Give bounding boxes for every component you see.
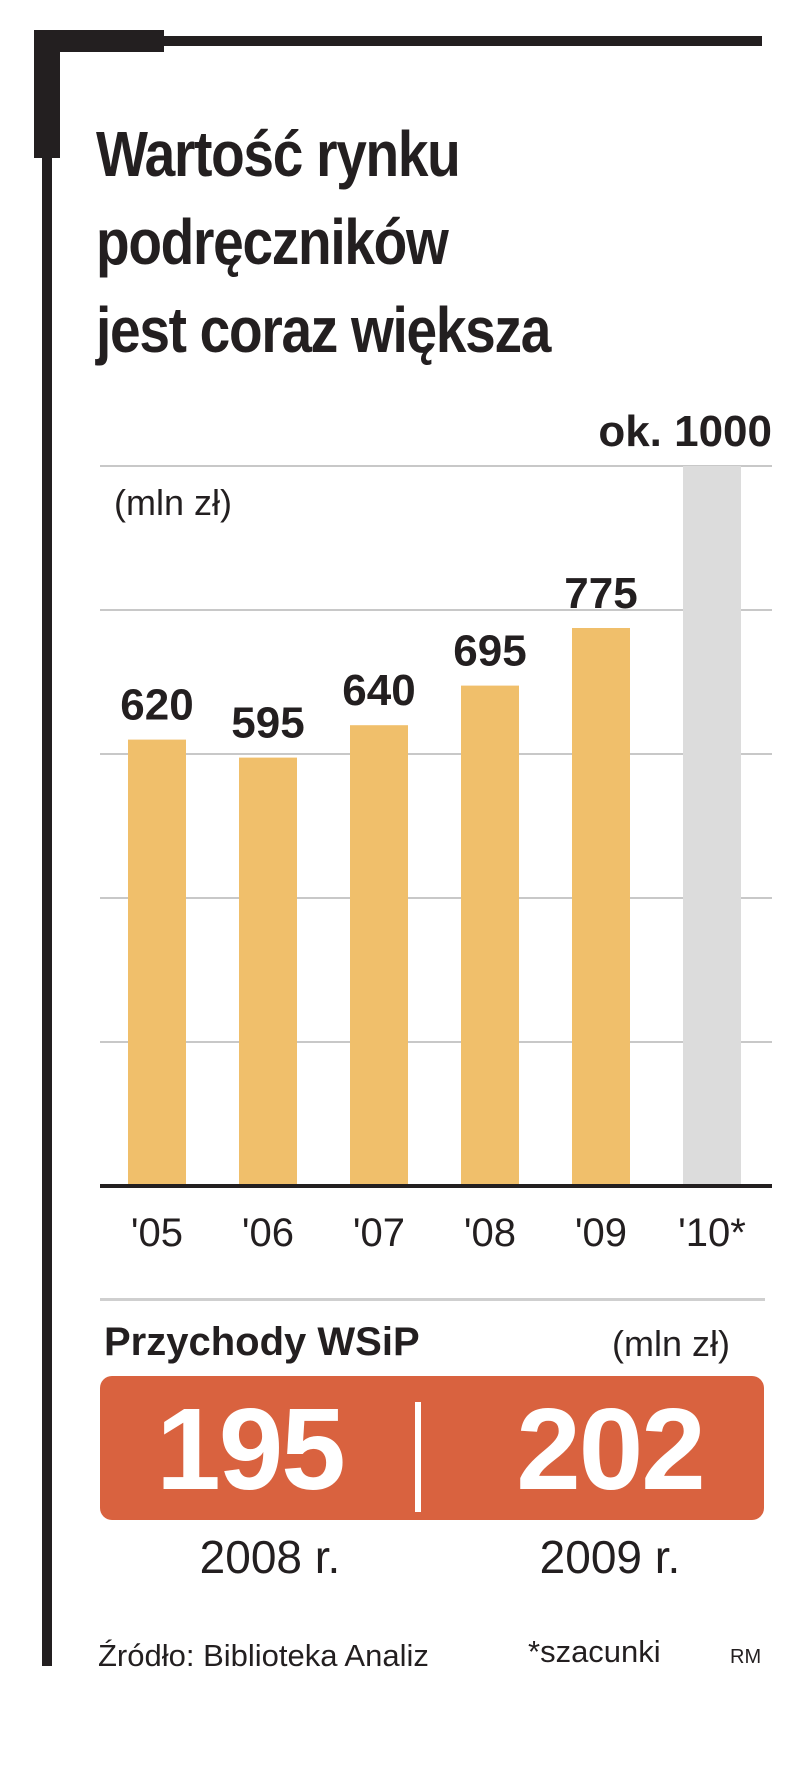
- chart-unit-label: (mln zł): [114, 482, 232, 523]
- revenue-title: Przychody WSiP: [104, 1320, 420, 1364]
- bar-3: [461, 685, 519, 1186]
- data-label-4: 775: [564, 569, 637, 618]
- tick-label-5: '10*: [678, 1211, 746, 1255]
- bar-4: [572, 628, 630, 1186]
- source-note: Źródło: Biblioteka Analiz: [98, 1638, 429, 1673]
- revenue-value-2008: 195: [156, 1384, 346, 1514]
- section-divider: [100, 1298, 765, 1301]
- revenue-year-2008: 2008 r.: [199, 1531, 341, 1583]
- chart-title: Wartość rynku podręczników jest coraz wi…: [96, 110, 681, 374]
- data-label-5: ok. 1000: [598, 407, 772, 456]
- frame-top-block: [34, 30, 164, 52]
- revenue-year-2009: 2009 r.: [539, 1531, 681, 1583]
- title-line-1: Wartość rynku: [96, 118, 461, 190]
- tick-label-0: '05: [131, 1211, 183, 1255]
- bar-1: [239, 757, 297, 1186]
- author-initials: RM: [730, 1646, 762, 1668]
- tick-label-1: '06: [242, 1211, 294, 1255]
- title-line-2: podręczników: [96, 206, 449, 278]
- title-line-3: jest coraz większa: [96, 294, 551, 366]
- bar-chart: 620 '05 595 '06 640 '07 695 '08 775 '09 ok. 1000 '1…: [100, 407, 772, 1255]
- bar-5: [683, 466, 741, 1186]
- frame-vertical-bar: [42, 36, 52, 1666]
- frame-corner-block: [34, 36, 60, 158]
- revenue-value-2009: 202: [516, 1384, 706, 1514]
- bar-0: [128, 739, 186, 1186]
- tick-label-3: '08: [464, 1211, 516, 1255]
- frame-horizontal-bar: [42, 36, 762, 46]
- estimate-footnote: *szacunki: [528, 1634, 661, 1669]
- data-label-1: 595: [231, 699, 304, 748]
- revenue-unit-label: (mln zł): [612, 1323, 730, 1364]
- revenue-box: [100, 1376, 764, 1520]
- tick-label-2: '07: [353, 1211, 405, 1255]
- data-label-3: 695: [453, 627, 526, 676]
- data-label-2: 640: [342, 666, 415, 715]
- data-label-0: 620: [120, 681, 193, 730]
- bar-2: [350, 725, 408, 1186]
- revenue-separator: [415, 1402, 421, 1512]
- tick-label-4: '09: [575, 1211, 627, 1255]
